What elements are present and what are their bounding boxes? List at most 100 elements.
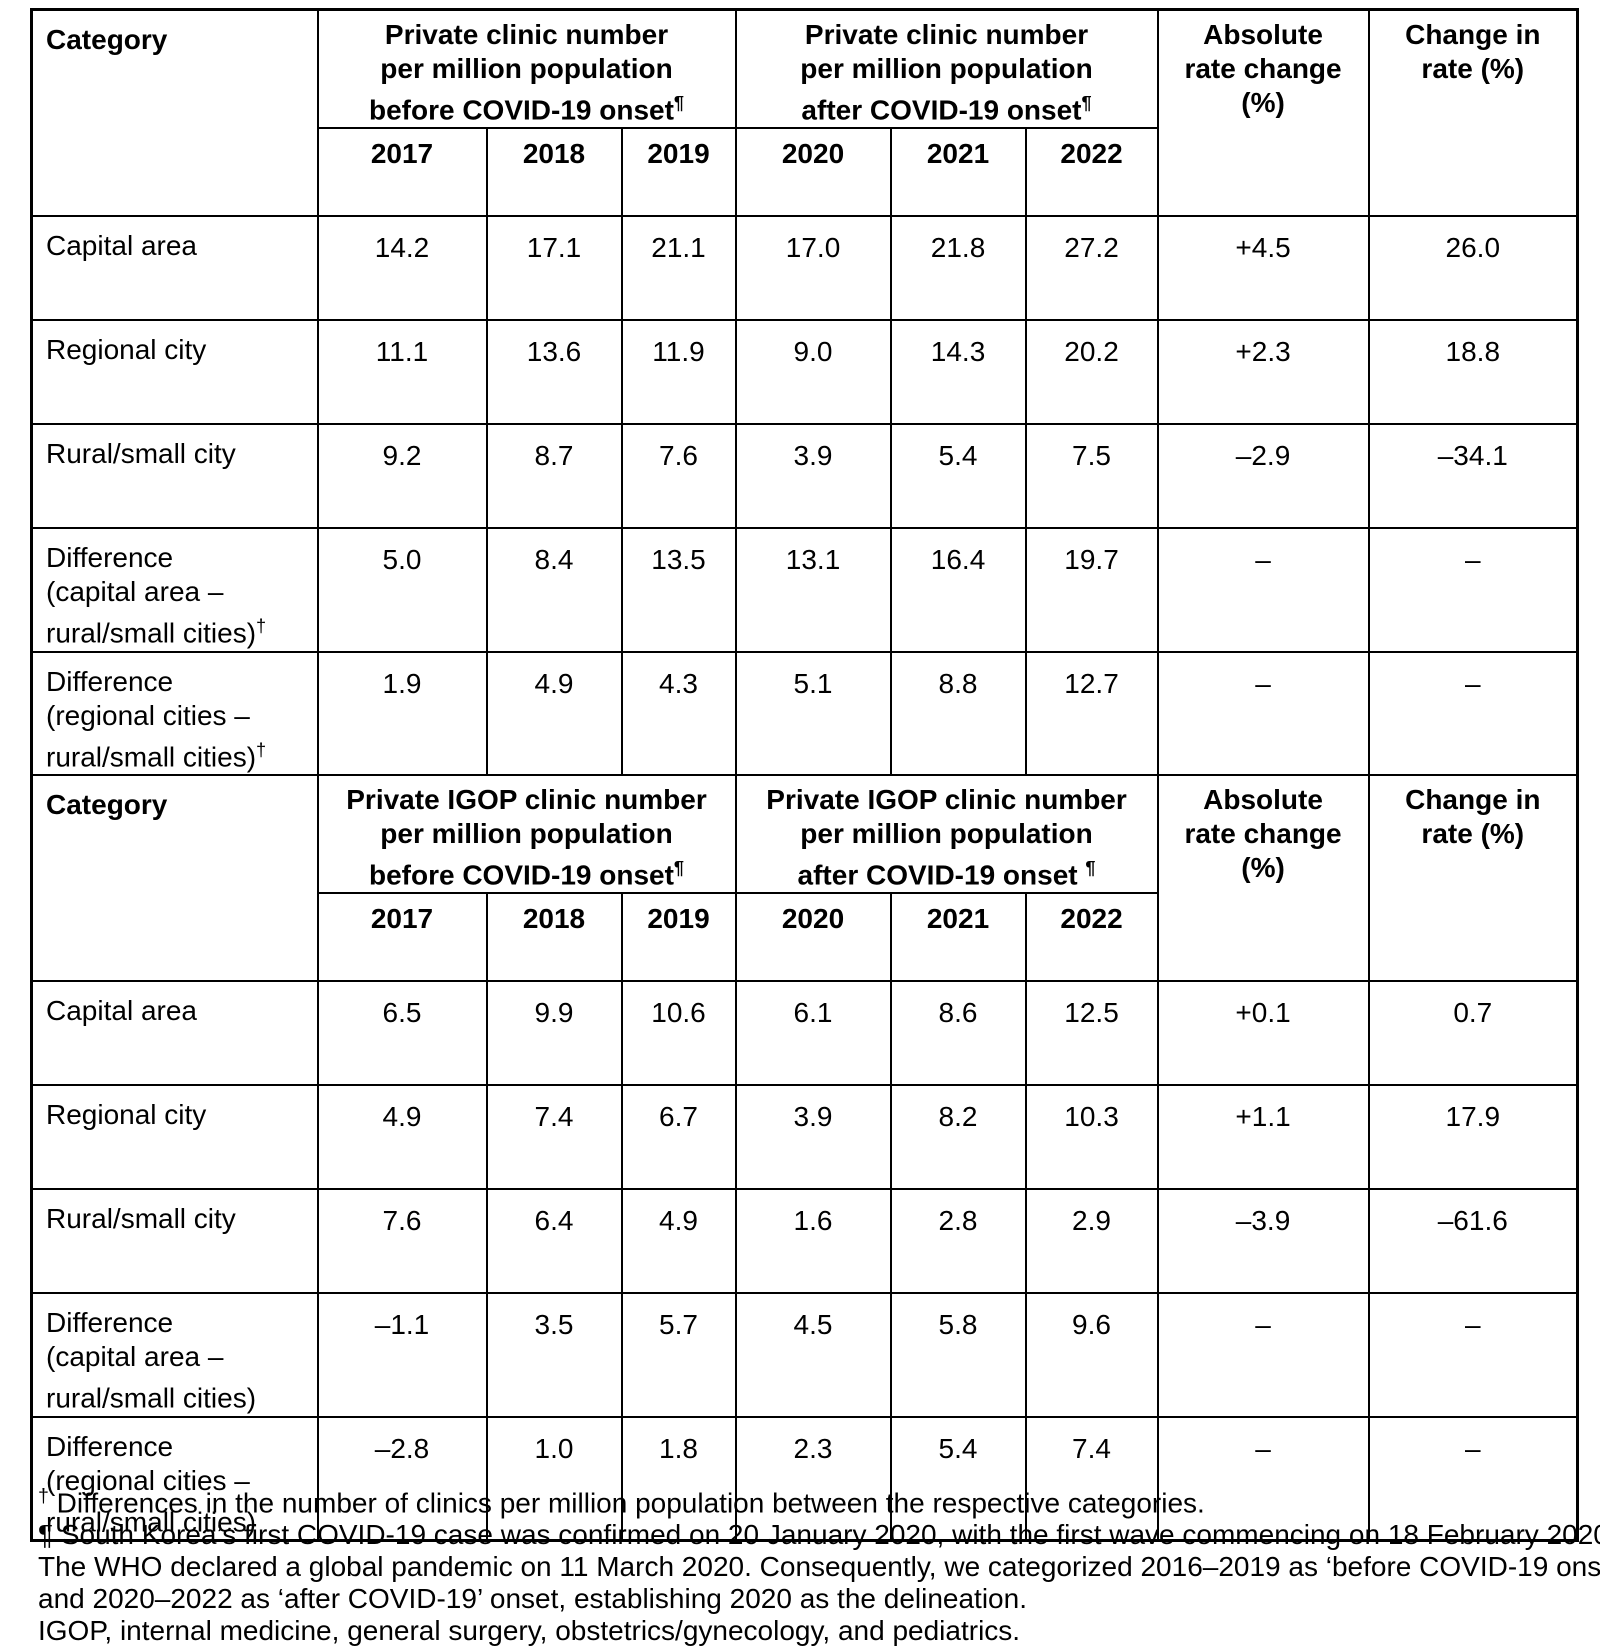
- value-cell: +0.1: [1156, 980, 1370, 1087]
- value-cell: –1.1: [316, 1292, 488, 1418]
- row-label: Capital area: [46, 995, 197, 1027]
- value-cell: –: [1156, 1415, 1370, 1542]
- row-label-cell: Rural/small city: [30, 1188, 319, 1295]
- change-rate-line: rate (%): [1421, 817, 1525, 849]
- value-cell: 14.3: [889, 319, 1027, 426]
- year-header-cell: 2021: [889, 127, 1027, 218]
- value-cell: 2.8: [889, 1188, 1027, 1295]
- footnote-text: Differences in the number of clinics per…: [48, 1487, 1205, 1519]
- value-cell: –: [1367, 1415, 1579, 1542]
- value-cell: 16.4: [889, 527, 1027, 653]
- row-label-cell: Difference (regional cities – rural/smal…: [30, 650, 319, 776]
- year-header-cell: 2017: [316, 892, 488, 983]
- row-label: Rural/small city: [46, 438, 236, 470]
- footnote-line: and 2020–2022 as ‘after COVID-19’ onset,…: [38, 1583, 1578, 1615]
- year-header-cell: 2020: [734, 892, 892, 983]
- value-cell: 6.4: [485, 1188, 623, 1295]
- value-cell: 17.0: [734, 215, 892, 322]
- footnote-text: South Korea’s first COVID-19 case was co…: [53, 1519, 1600, 1551]
- table-row-difference-regional: Difference (regional cities – rural/smal…: [30, 650, 1579, 776]
- year-header-cell: 2021: [889, 892, 1027, 983]
- value-cell: 10.3: [1024, 1084, 1159, 1191]
- value-cell: –: [1156, 1292, 1370, 1418]
- before-header-line: Private clinic number: [384, 19, 669, 50]
- value-cell: 1.0: [485, 1415, 623, 1542]
- row-label-cell: Rural/small city: [30, 423, 319, 530]
- value-cell: 8.2: [889, 1084, 1027, 1191]
- row-label: Rural/small city: [46, 1203, 236, 1235]
- value-cell: 3.9: [734, 423, 892, 530]
- abs-change-line: rate change: [1184, 817, 1342, 849]
- footnote-text: and 2020–2022 as ‘after COVID-19’ onset,…: [38, 1583, 1027, 1615]
- dagger-marker: †: [256, 739, 267, 760]
- value-cell: 1.6: [734, 1188, 892, 1295]
- value-cell: 3.9: [734, 1084, 892, 1191]
- value-cell: 21.1: [620, 215, 737, 322]
- table2-group-header-row: Category Private IGOP clinic number per …: [30, 773, 1579, 983]
- dagger-marker: †: [256, 616, 267, 637]
- before-header-line: per million population: [380, 53, 673, 84]
- abs-change-line: Absolute: [1203, 783, 1323, 815]
- value-cell: +2.3: [1156, 319, 1370, 426]
- table1-change-rate-header-cell: Change in rate (%): [1367, 8, 1579, 218]
- table1-abs-change-header-cell: Absolute rate change (%): [1156, 8, 1370, 218]
- value-cell: 8.8: [889, 650, 1027, 776]
- value-cell: 5.7: [620, 1292, 737, 1418]
- row-label-cell: Capital area: [30, 980, 319, 1087]
- pilcrow-marker: ¶: [38, 1519, 54, 1551]
- row-label-line: Difference: [46, 1430, 174, 1462]
- row-label-line: rural/small cities): [46, 1382, 257, 1414]
- row-label: Regional city: [46, 1099, 207, 1131]
- value-cell: 13.1: [734, 527, 892, 653]
- row-label-cell: Regional city: [30, 1084, 319, 1191]
- value-cell: –: [1367, 1292, 1579, 1418]
- pilcrow-marker: ¶: [1081, 93, 1092, 113]
- footnote-line: The WHO declared a global pandemic on 11…: [38, 1551, 1600, 1583]
- abs-change-line: Absolute: [1203, 19, 1323, 50]
- year-header-cell: 2019: [620, 127, 737, 218]
- row-label-cell: Difference (capital area – rural/small c…: [30, 1292, 319, 1418]
- value-cell: 4.3: [620, 650, 737, 776]
- value-cell: 11.1: [316, 319, 488, 426]
- value-cell: –: [1367, 650, 1579, 776]
- before-header-line: before COVID-19 onset¶: [368, 93, 685, 126]
- value-cell: –34.1: [1367, 423, 1579, 530]
- footnote-text: IGOP, internal medicine, general surgery…: [38, 1615, 1021, 1647]
- value-cell: –2.9: [1156, 423, 1370, 530]
- value-cell: 11.9: [620, 319, 737, 426]
- value-cell: 7.5: [1024, 423, 1159, 530]
- table2-after-group-header-cell: Private IGOP clinic number per million p…: [734, 773, 1159, 895]
- year-header-cell: 2018: [485, 127, 623, 218]
- table-row-rural-small-city: Rural/small city 9.2 8.7 7.6 3.9 5.4 7.5…: [30, 423, 1579, 530]
- value-cell: 8.4: [485, 527, 623, 653]
- value-cell: 8.6: [889, 980, 1027, 1087]
- year-header-cell: 2019: [620, 892, 737, 983]
- pilcrow-marker: ¶: [673, 857, 685, 878]
- value-cell: 20.2: [1024, 319, 1159, 426]
- value-cell: 7.6: [316, 1188, 488, 1295]
- value-cell: 0.7: [1367, 980, 1579, 1087]
- table2-years-row: 2017 2018 2019 2020 2021 2022: [32, 892, 1578, 983]
- value-cell: +4.5: [1156, 215, 1370, 322]
- after-header-line: per million population: [800, 53, 1093, 84]
- footnote-text: The WHO declared a global pandemic on 11…: [38, 1551, 1600, 1583]
- value-cell: 9.6: [1024, 1292, 1159, 1418]
- value-cell: 4.9: [620, 1188, 737, 1295]
- value-cell: 1.9: [316, 650, 488, 776]
- value-cell: 8.7: [485, 423, 623, 530]
- row-label-line: Difference: [46, 1307, 174, 1339]
- row-label-cell: Regional city: [30, 319, 319, 426]
- value-cell: –: [1367, 527, 1579, 653]
- value-cell: 12.7: [1024, 650, 1159, 776]
- change-rate-line: Change in: [1405, 783, 1541, 815]
- table1-before-group-header-cell: Private clinic number per million popula…: [316, 8, 737, 130]
- value-cell: 9.2: [316, 423, 488, 530]
- row-label-line: rural/small cities)†: [46, 739, 267, 772]
- footnote-pilcrow: ¶ South Korea’s first COVID-19 case was …: [38, 1519, 1600, 1551]
- abs-change-line: rate change: [1184, 53, 1342, 84]
- row-label: Regional city: [46, 334, 207, 366]
- value-cell: 2.3: [734, 1415, 892, 1542]
- footnotes: † Differences in the number of clinics p…: [38, 1480, 1600, 1647]
- value-cell: 7.4: [1024, 1415, 1159, 1542]
- table1-after-group-header-cell: Private clinic number per million popula…: [734, 8, 1159, 130]
